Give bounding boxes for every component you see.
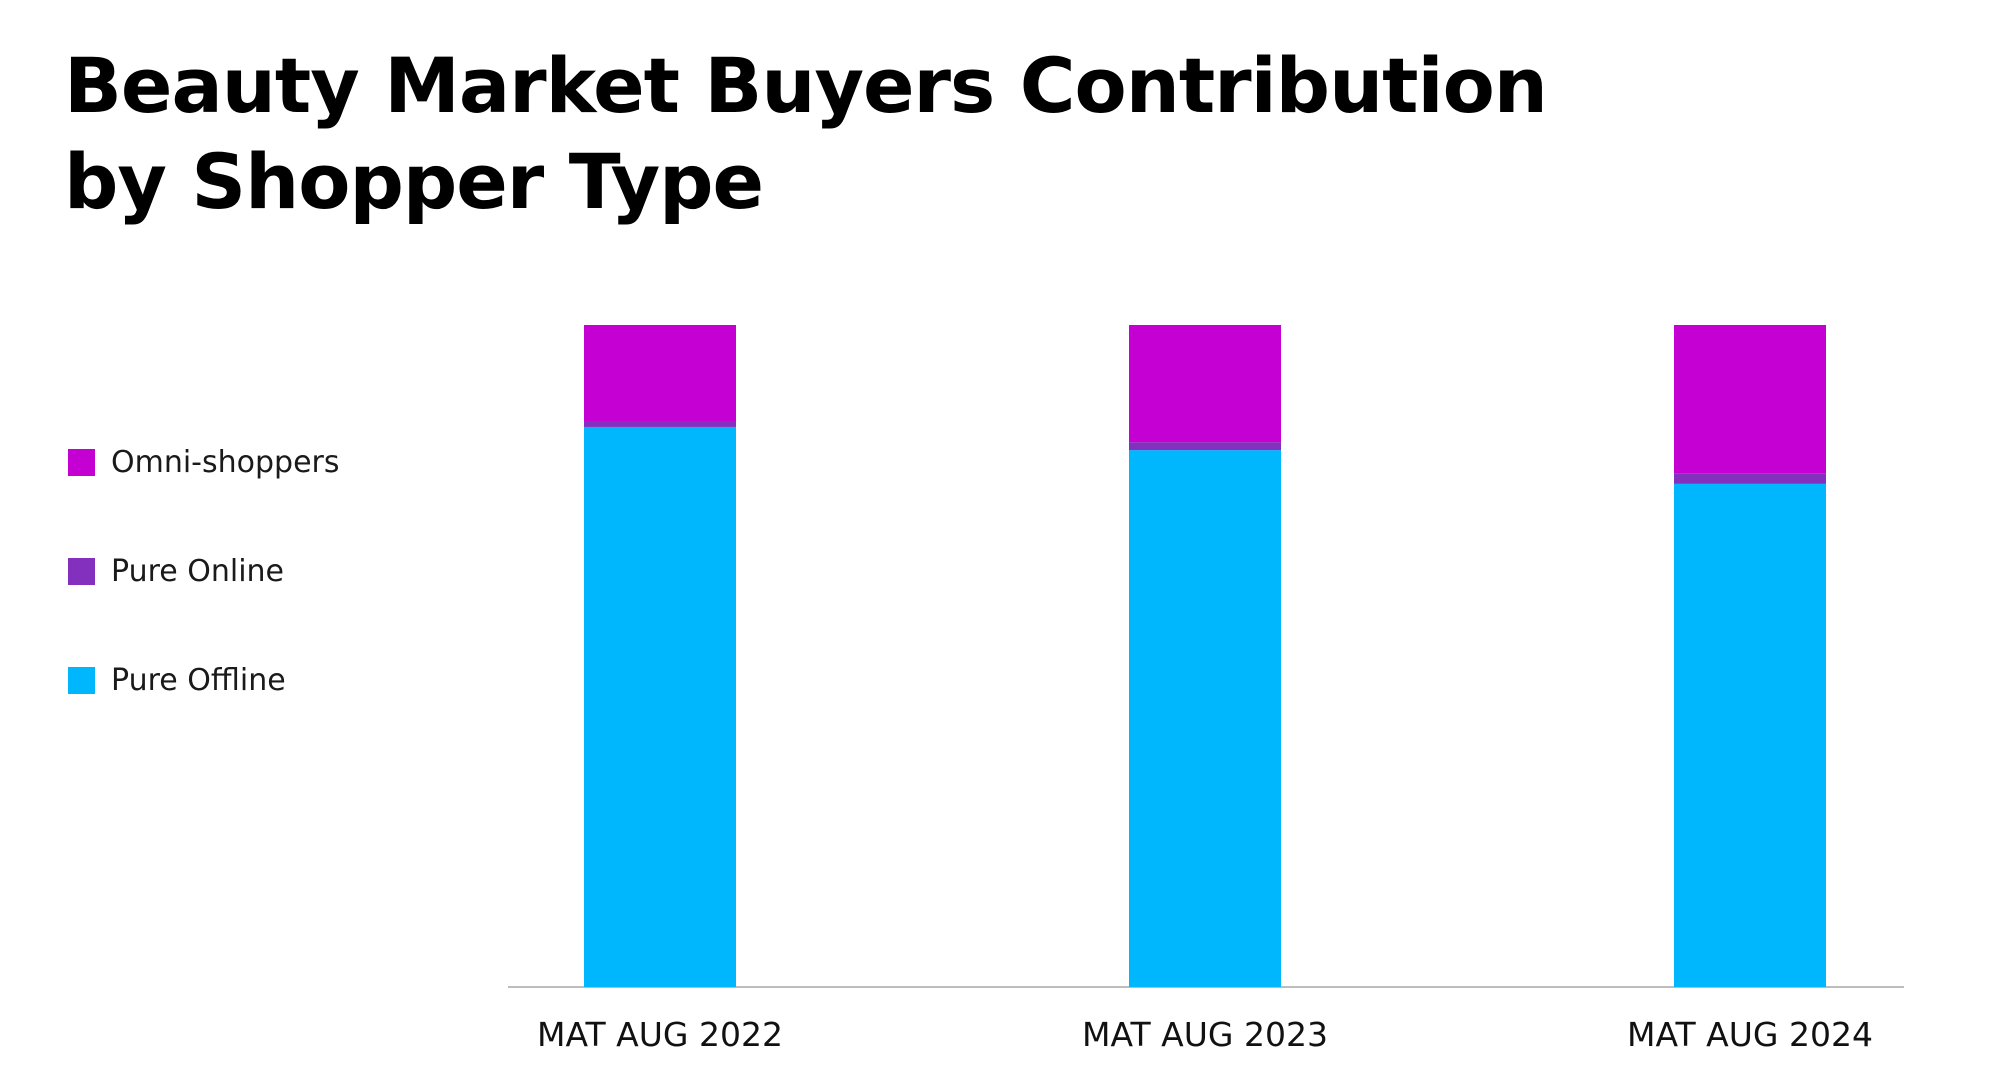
bars-group xyxy=(584,325,1826,987)
bar-omni-shoppers-mat-aug-2022 xyxy=(584,325,736,421)
x-tick-label-mat-aug-2024: MAT AUG 2024 xyxy=(1627,1015,1873,1054)
x-tick-labels: MAT AUG 2022 MAT AUG 2023 MAT AUG 2024 xyxy=(537,1015,1873,1054)
chart-title: Beauty Market Buyers Contribution by Sho… xyxy=(64,41,1548,226)
legend-item-pure-offline: Pure Offline xyxy=(68,660,340,700)
bar-pure-online-mat-aug-2024 xyxy=(1674,473,1826,484)
x-tick-label-mat-aug-2023: MAT AUG 2023 xyxy=(1082,1015,1328,1054)
bar-pure-offline-mat-aug-2022 xyxy=(584,426,736,987)
legend-swatch-pure-offline xyxy=(68,666,95,694)
bar-pure-online-mat-aug-2022 xyxy=(584,420,736,427)
legend-swatch-omni-shoppers xyxy=(68,448,95,476)
legend-label-pure-offline: Pure Offline xyxy=(111,662,286,698)
legend-swatch-pure-online xyxy=(68,557,95,585)
bar-pure-offline-mat-aug-2023 xyxy=(1129,450,1281,987)
legend-label-omni-shoppers: Omni-shoppers xyxy=(111,444,340,480)
bar-omni-shoppers-mat-aug-2023 xyxy=(1129,325,1281,443)
x-tick-label-mat-aug-2022: MAT AUG 2022 xyxy=(537,1015,783,1054)
legend: Omni-shoppers Pure Online Pure Offline xyxy=(68,442,340,769)
legend-item-omni-shoppers: Omni-shoppers xyxy=(68,442,340,482)
bar-pure-online-mat-aug-2023 xyxy=(1129,442,1281,451)
legend-item-pure-online: Pure Online xyxy=(68,551,340,591)
legend-label-pure-online: Pure Online xyxy=(111,553,285,589)
bar-pure-offline-mat-aug-2024 xyxy=(1674,483,1826,987)
bar-omni-shoppers-mat-aug-2024 xyxy=(1674,325,1826,474)
